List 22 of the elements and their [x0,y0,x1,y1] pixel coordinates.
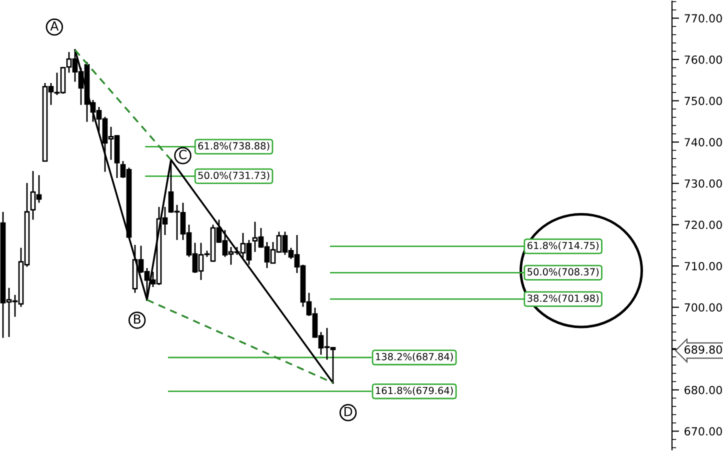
y-tick-label: 730.00 [684,179,722,188]
y-tick-label: 770.00 [684,14,722,23]
ref-line-label: 50.0%(708.37) [528,268,598,277]
annotation: C [179,150,186,160]
y-tick-label: 750.00 [684,96,722,106]
ref-line-label: 161.8%(679.64) [376,386,453,396]
y-tick-label: 710.00 [684,262,722,270]
ref-line-label: 50.0%(731.73) [198,172,270,180]
ref-line-label: 38.2%(701.98) [528,294,598,304]
ref-line-label: 61.8%(714.75) [528,242,598,250]
annotation: B [134,314,140,324]
y-tick-label: 740.00 [684,138,722,146]
y-tick-label: 689.80 [684,345,722,354]
y-tick-label: 700.00 [684,303,722,312]
ref-line-label: 138.2%(687.84) [376,352,453,362]
annotation: D [344,407,352,416]
ref-line-label: 61.8%(738.88) [198,142,270,151]
y-tick-label: 720.00 [684,220,722,230]
y-tick-label: 680.00 [684,386,722,394]
y-tick-label: 670.00 [684,427,722,436]
y-tick-label: 760.00 [684,55,722,64]
annotation: A [50,21,59,31]
